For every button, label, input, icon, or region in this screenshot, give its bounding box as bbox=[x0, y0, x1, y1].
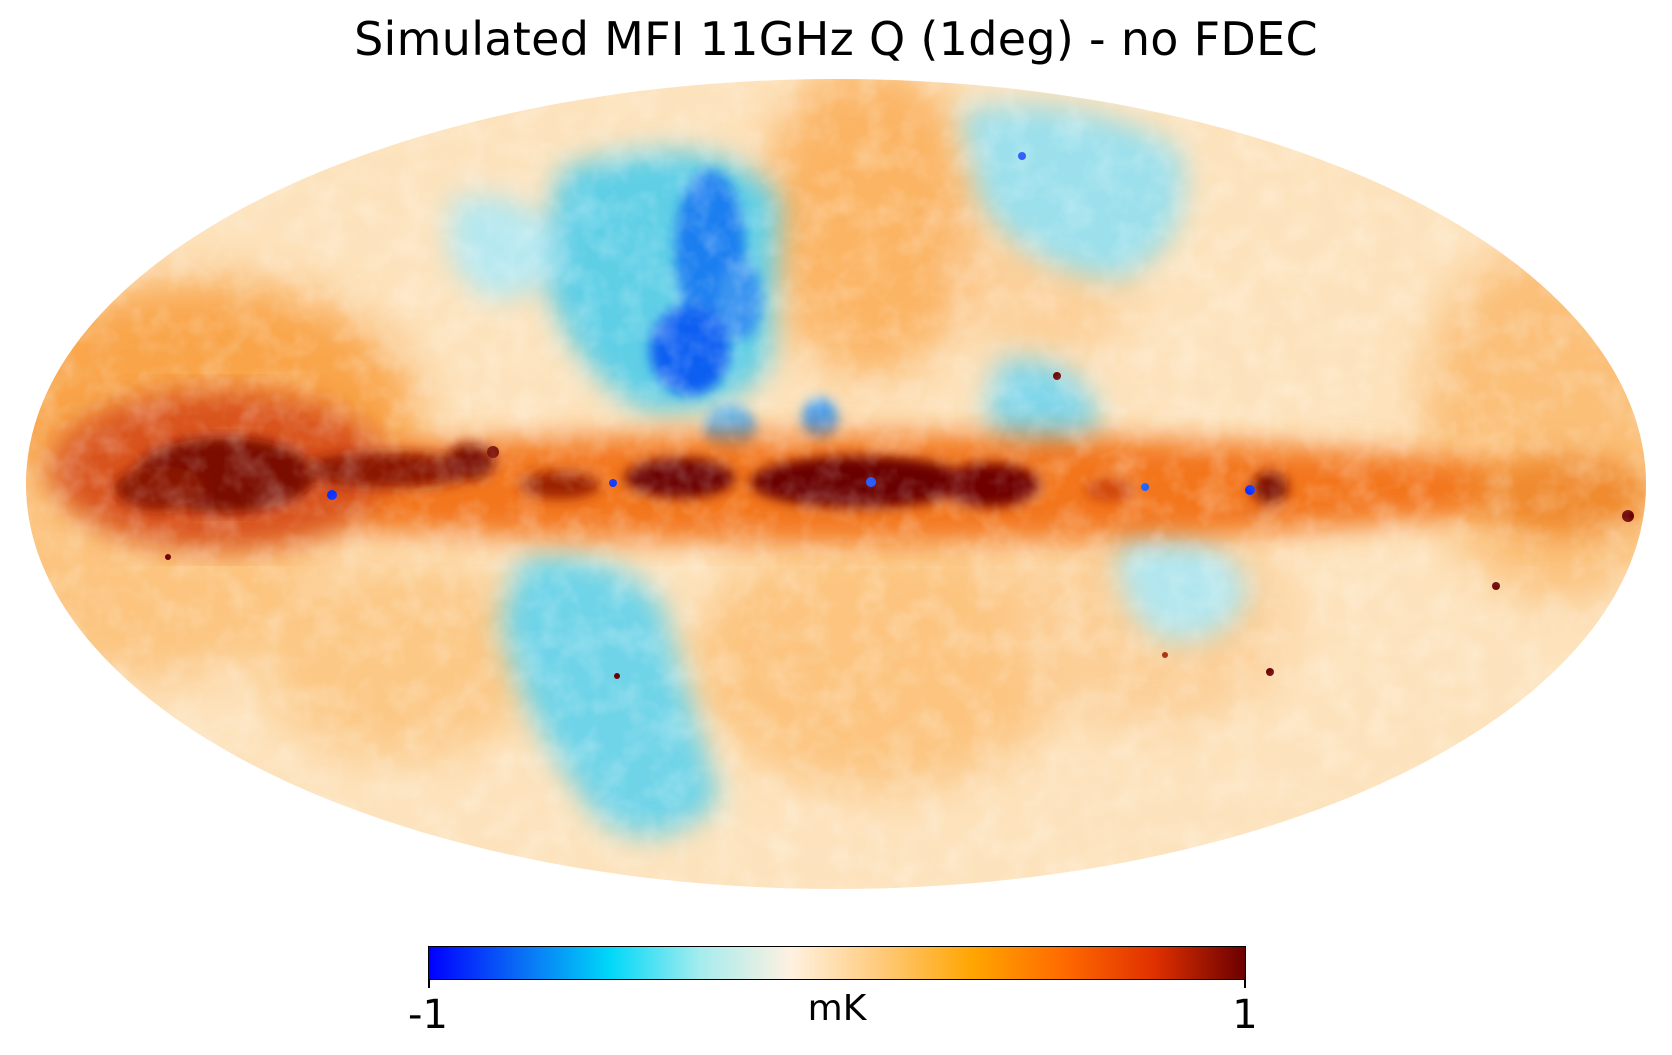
colorbar-tick-max bbox=[1244, 980, 1246, 988]
map-title: Simulated MFI 11GHz Q (1deg) - no FDEC bbox=[354, 12, 1318, 66]
colorbar-min-label: -1 bbox=[408, 992, 448, 1038]
colorbar-max-label: 1 bbox=[1232, 992, 1258, 1038]
colorbar-unit-label: mK bbox=[807, 988, 867, 1029]
colorbar bbox=[428, 946, 1246, 980]
colorbar-tick-min bbox=[428, 980, 430, 988]
